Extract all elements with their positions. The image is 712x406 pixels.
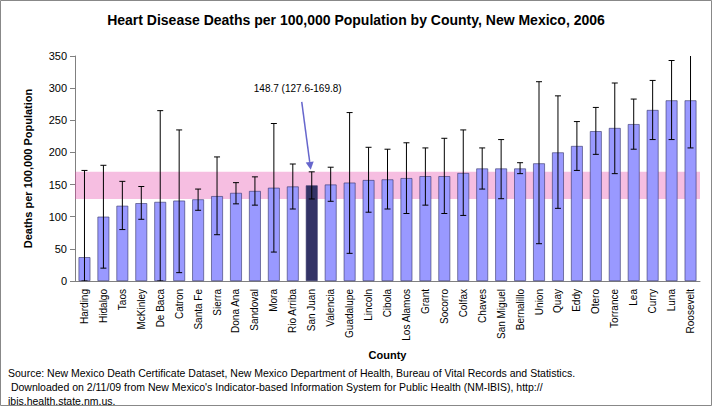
svg-text:Catron: Catron <box>174 289 185 319</box>
svg-text:Bernalillo: Bernalillo <box>515 289 526 331</box>
svg-text:Cibola: Cibola <box>382 289 393 318</box>
svg-text:0: 0 <box>61 275 67 287</box>
svg-text:Deaths per 100,000 Population: Deaths per 100,000 Population <box>22 88 34 248</box>
svg-text:Quay: Quay <box>552 289 563 313</box>
svg-text:Downloaded on 2/11/09 from New: Downloaded on 2/11/09 from New Mexico's … <box>8 381 543 393</box>
svg-text:Luna: Luna <box>666 289 677 312</box>
svg-text:Mora: Mora <box>268 289 279 312</box>
svg-text:McKinley: McKinley <box>136 289 147 330</box>
svg-text:Guadalupe: Guadalupe <box>344 289 355 338</box>
svg-text:Rio Arriba: Rio Arriba <box>287 289 298 333</box>
svg-text:Source: New Mexico Death Certi: Source: New Mexico Death Certificate Dat… <box>8 367 575 379</box>
svg-text:Los Alamos: Los Alamos <box>401 289 412 341</box>
svg-text:100: 100 <box>49 211 67 223</box>
svg-text:200: 200 <box>49 146 67 158</box>
svg-text:50: 50 <box>55 243 67 255</box>
svg-text:Heart Disease Deaths per 100,0: Heart Disease Deaths per 100,000 Populat… <box>107 12 605 28</box>
svg-text:148.7 (127.6-169.8): 148.7 (127.6-169.8) <box>254 83 342 94</box>
svg-text:Lea: Lea <box>628 289 639 306</box>
svg-text:Valencia: Valencia <box>325 289 336 327</box>
svg-text:Torrance: Torrance <box>609 289 620 328</box>
svg-text:Grant: Grant <box>420 289 431 314</box>
svg-text:Otero: Otero <box>590 289 601 314</box>
svg-text:300: 300 <box>49 82 67 94</box>
svg-text:San Miguel: San Miguel <box>496 289 507 339</box>
svg-text:Taos: Taos <box>117 289 128 310</box>
svg-text:350: 350 <box>49 50 67 62</box>
svg-text:Chaves: Chaves <box>477 289 488 323</box>
svg-text:Hidalgo: Hidalgo <box>98 289 109 323</box>
svg-text:Santa Fe: Santa Fe <box>193 289 204 330</box>
svg-text:Dona Ana: Dona Ana <box>230 289 241 333</box>
svg-text:Colfax: Colfax <box>458 289 469 317</box>
svg-text:Sandoval: Sandoval <box>249 289 260 331</box>
svg-text:ibis.health.state.nm.us.: ibis.health.state.nm.us. <box>8 395 115 406</box>
svg-text:Union: Union <box>534 289 545 315</box>
svg-text:250: 250 <box>49 114 67 126</box>
svg-text:Eddy: Eddy <box>571 289 582 312</box>
svg-text:Curry: Curry <box>647 289 658 313</box>
svg-text:County: County <box>369 349 408 361</box>
svg-text:Lincoln: Lincoln <box>363 289 374 321</box>
svg-text:Socorro: Socorro <box>439 289 450 324</box>
svg-text:Roosevelt: Roosevelt <box>685 289 696 334</box>
svg-text:San Juan: San Juan <box>306 289 317 331</box>
svg-text:Sierra: Sierra <box>212 289 223 316</box>
svg-text:Harding: Harding <box>79 289 90 324</box>
svg-text:150: 150 <box>49 179 67 191</box>
svg-text:De Baca: De Baca <box>155 289 166 328</box>
